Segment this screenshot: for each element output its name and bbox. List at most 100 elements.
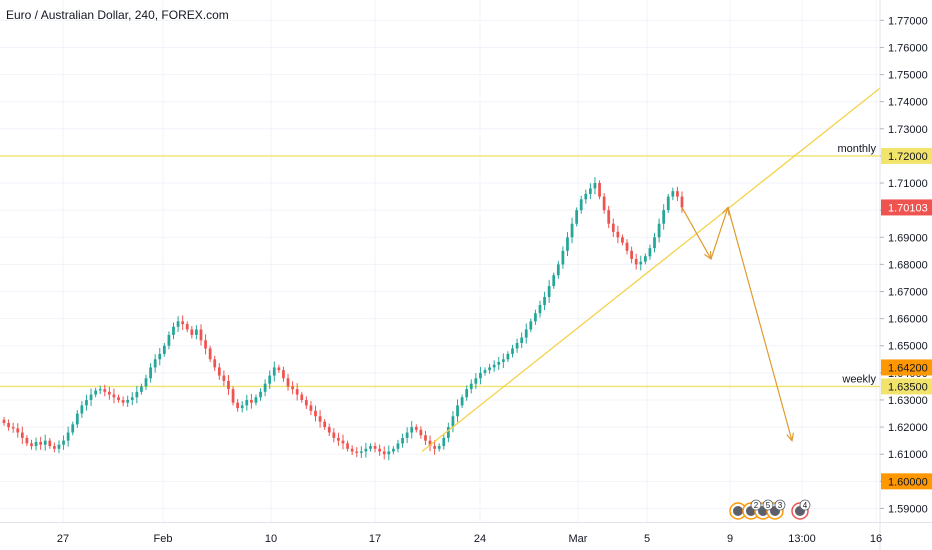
candle-body xyxy=(62,440,65,445)
candle xyxy=(140,383,143,395)
event-badge-text: 4 xyxy=(803,501,808,510)
candle xyxy=(520,332,524,349)
drawings[interactable] xyxy=(421,87,881,453)
candle-body xyxy=(355,451,359,453)
candle xyxy=(71,421,75,436)
candle xyxy=(208,345,212,363)
horizontal-levels[interactable]: monthly weekly xyxy=(0,143,880,388)
candle xyxy=(598,180,601,200)
candle-body xyxy=(410,427,414,433)
candle-body xyxy=(272,367,276,376)
candle xyxy=(378,444,382,456)
candle-body xyxy=(327,427,331,433)
candle-body xyxy=(589,188,592,194)
price-tick-label: 1.73000 xyxy=(888,124,928,136)
candle-body xyxy=(30,443,33,447)
candle-body xyxy=(621,237,624,243)
candle-body xyxy=(566,237,569,251)
candle-body xyxy=(85,399,88,406)
candle xyxy=(337,432,340,446)
candle-body xyxy=(666,196,670,211)
projection-arrow-2[interactable] xyxy=(710,207,729,260)
candle xyxy=(648,244,652,260)
candle xyxy=(190,325,194,339)
candle-body xyxy=(451,416,455,428)
candle xyxy=(48,437,52,449)
candle-body xyxy=(492,364,496,368)
candle-body xyxy=(662,210,666,224)
projection-arrow-3[interactable] xyxy=(727,207,793,441)
price-tag: 1.63500 xyxy=(881,378,932,395)
candle-body xyxy=(607,210,611,224)
candle-body xyxy=(529,321,533,330)
candle xyxy=(112,388,116,404)
candle-body xyxy=(34,442,38,447)
candle-body xyxy=(318,416,322,422)
candle-body xyxy=(20,432,24,438)
candle-body xyxy=(195,329,198,335)
projection-arrow-1[interactable] xyxy=(681,207,712,260)
candle xyxy=(621,234,624,246)
candle-body xyxy=(657,223,661,238)
candle xyxy=(282,366,285,382)
event-count-badge: 5 xyxy=(762,499,774,511)
candle-body xyxy=(323,421,327,428)
candle xyxy=(144,374,148,390)
price-tag: 1.64200 xyxy=(881,359,932,376)
candle xyxy=(57,440,61,454)
candle xyxy=(195,325,198,340)
price-tag: 1.60000 xyxy=(881,473,932,490)
candle xyxy=(53,442,56,453)
candle xyxy=(538,300,542,318)
candle-body xyxy=(149,367,152,379)
candle-body xyxy=(593,183,597,189)
candle-body xyxy=(534,313,537,322)
projection-arrow-3-head xyxy=(786,432,795,442)
candle-body xyxy=(268,375,272,384)
candle xyxy=(300,391,304,403)
event-badge-bg xyxy=(762,499,774,511)
candle-body xyxy=(405,432,409,438)
candle xyxy=(103,384,107,397)
candle-body xyxy=(263,383,267,392)
candle xyxy=(529,318,533,333)
candle-body xyxy=(401,437,404,444)
candle-body xyxy=(442,437,446,447)
candle xyxy=(318,410,322,428)
candle-body xyxy=(396,443,400,449)
candle xyxy=(20,426,24,444)
candle-body xyxy=(103,389,107,392)
candle xyxy=(469,379,473,394)
price-tick-label: 1.61000 xyxy=(888,449,928,461)
candle-body xyxy=(208,348,212,360)
event-marker-icon[interactable]: 4 xyxy=(791,499,811,520)
candle-body xyxy=(117,397,120,400)
candle-body xyxy=(140,386,143,392)
trendline[interactable] xyxy=(421,87,881,453)
price-tick-label: 1.69000 xyxy=(888,232,928,244)
candle xyxy=(602,193,606,214)
candle xyxy=(16,423,20,438)
candle-body xyxy=(341,440,345,444)
candle-body xyxy=(373,446,377,449)
candle-body xyxy=(483,370,487,373)
price-tag-label: 1.72000 xyxy=(888,151,928,163)
time-tick-label: Feb xyxy=(154,533,173,545)
candle xyxy=(662,204,666,230)
candle-body xyxy=(639,261,643,265)
candle xyxy=(227,375,230,396)
candle-body xyxy=(556,264,560,276)
candle-body xyxy=(71,424,75,433)
candle xyxy=(75,410,79,428)
candle xyxy=(153,354,157,373)
candle-body xyxy=(162,345,166,354)
candle-body xyxy=(437,446,441,449)
candle xyxy=(162,343,166,357)
candle-body xyxy=(653,237,656,249)
candle xyxy=(130,392,134,406)
candle xyxy=(217,363,221,380)
candle xyxy=(666,193,670,213)
